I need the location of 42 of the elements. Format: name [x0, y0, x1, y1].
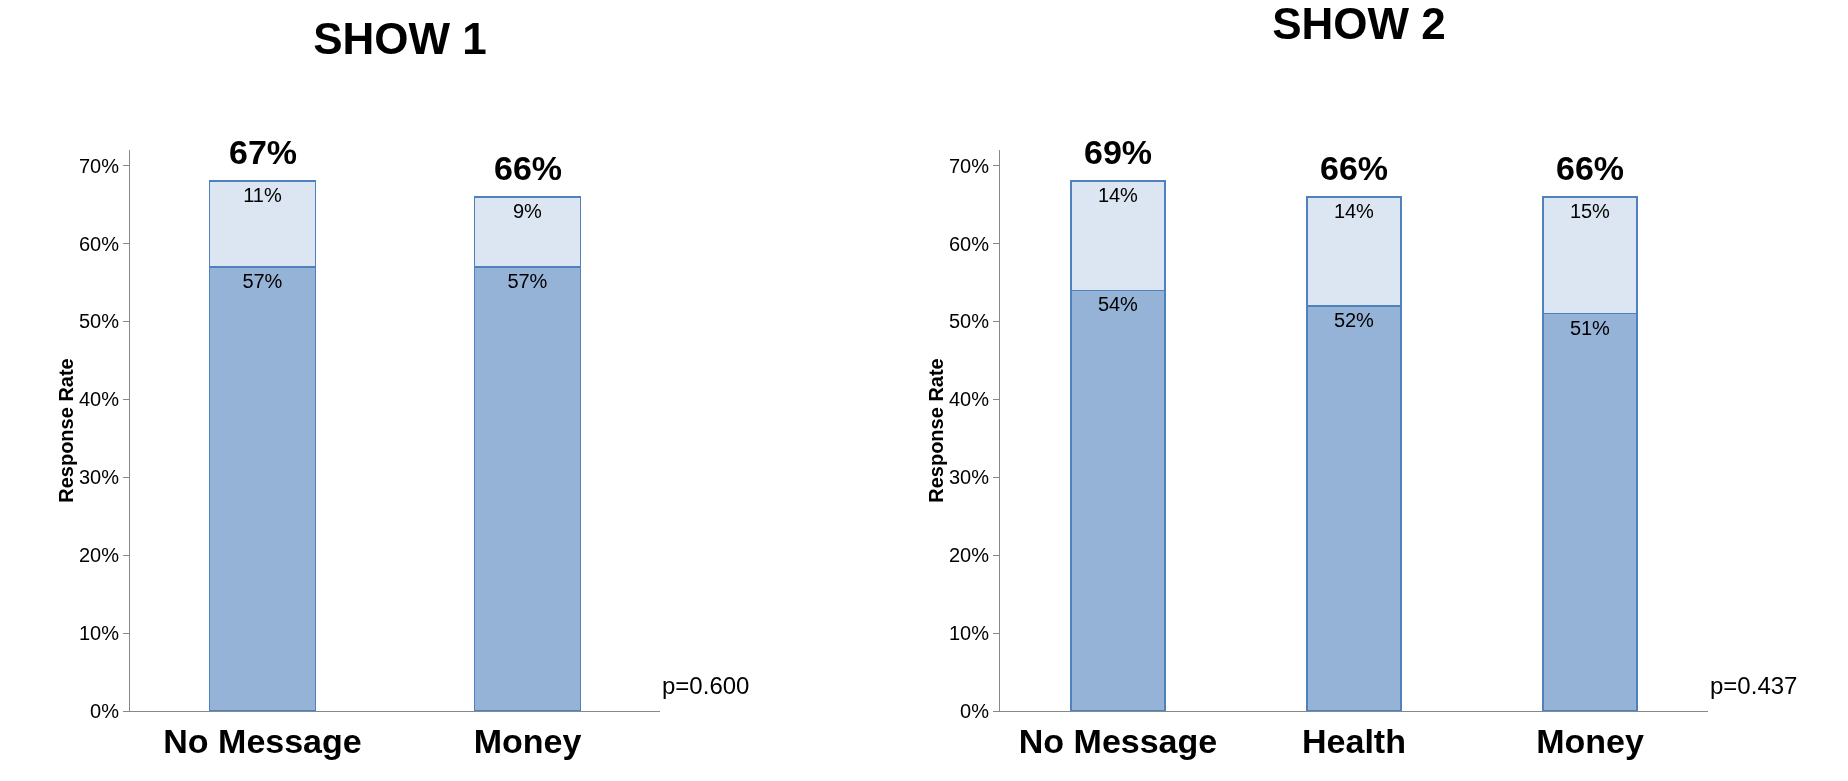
y-tick-label: 0%: [90, 700, 120, 722]
data-label: 11%: [243, 184, 282, 207]
data-label: 54%: [1097, 293, 1139, 316]
chart-title: SHOW 2: [1272, 0, 1446, 48]
data-label: 14%: [1097, 184, 1139, 207]
total-label: 66%: [1556, 149, 1625, 187]
data-label: 14%: [1333, 199, 1375, 222]
text: p=0.600: [662, 672, 750, 699]
data-label: 57%: [507, 269, 548, 292]
data-label: 52%: [1333, 308, 1375, 331]
y-tick-label: 50%: [948, 310, 990, 333]
y-tick-label: 50%: [78, 310, 120, 333]
data-label: 51%: [1569, 316, 1611, 339]
y-tick-label: 70%: [78, 154, 120, 177]
y-tick-label: 30%: [948, 466, 990, 489]
y-axis-title: Response Rate: [54, 358, 77, 503]
data-label: 15%: [1569, 199, 1611, 222]
y-tick-label: 10%: [948, 622, 990, 645]
y-tick-label: 60%: [948, 232, 990, 255]
y-axis-title: Response Rate: [924, 358, 947, 503]
text: p=0.437: [1710, 672, 1798, 699]
y-tick-label: 60%: [78, 232, 120, 255]
y-tick-label: 20%: [948, 544, 990, 567]
total-label: 67%: [229, 133, 298, 171]
chart-title: SHOW 1: [313, 14, 487, 64]
y-tick-label: 10%: [78, 622, 120, 645]
y-tick-label: 70%: [948, 154, 990, 177]
data-label: 9%: [512, 199, 543, 222]
y-tick-label: 40%: [948, 388, 990, 411]
y-tick-label: 20%: [78, 544, 120, 567]
y-tick-label: 30%: [78, 466, 120, 489]
x-tick-label: Health: [1302, 721, 1406, 760]
x-tick-label: Money: [473, 721, 582, 760]
y-tick-label: 40%: [78, 388, 120, 411]
y-tick-label: 0%: [960, 700, 990, 722]
x-tick-label: No Message: [163, 721, 362, 760]
x-tick-label: No Message: [1018, 721, 1218, 760]
total-label: 66%: [1320, 149, 1389, 187]
data-label: 57%: [242, 269, 283, 292]
x-tick-label: Money: [1536, 721, 1644, 760]
total-label: 69%: [1084, 133, 1153, 171]
total-label: 66%: [494, 149, 563, 187]
